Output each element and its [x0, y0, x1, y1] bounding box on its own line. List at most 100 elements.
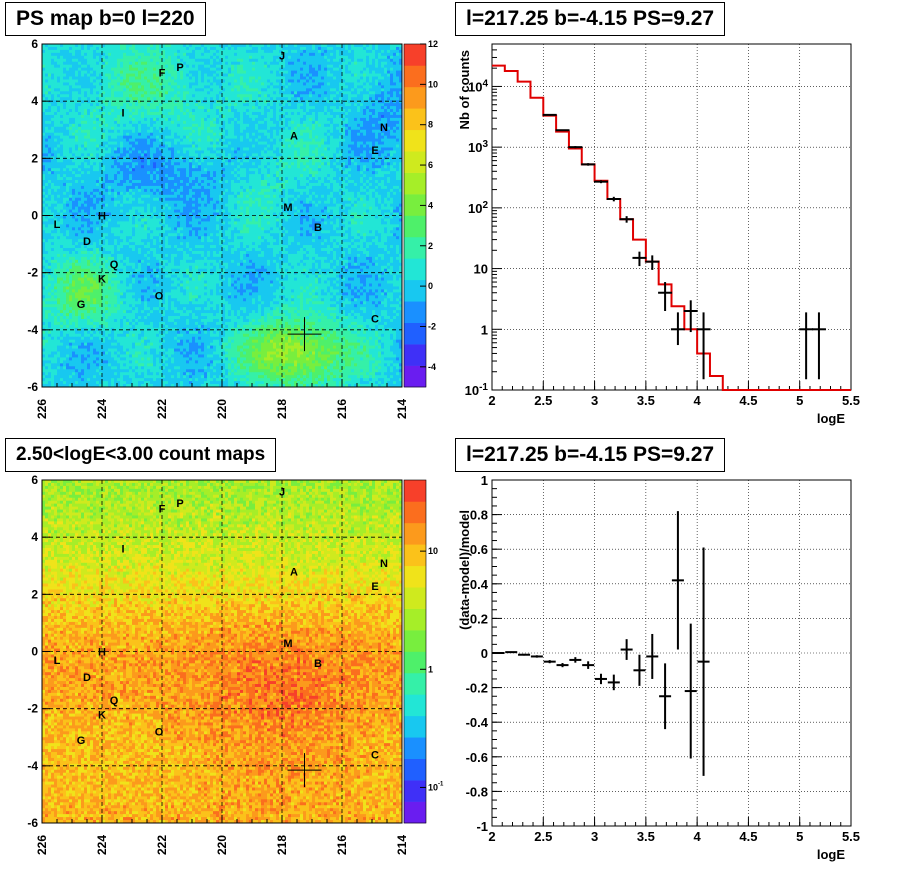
data-point — [672, 511, 684, 649]
data-point — [620, 216, 634, 223]
y-tick-label: 2 — [31, 151, 38, 165]
data-point — [633, 655, 645, 686]
x-tick-label: 216 — [335, 399, 349, 419]
x-tick-label: 4.5 — [739, 393, 757, 408]
colorbar-tick-label: 1 — [428, 664, 433, 674]
colorbar-bin — [404, 173, 426, 195]
source-label: E — [371, 145, 378, 157]
colorbar-bin — [404, 523, 426, 545]
y-tick-label: 0 — [31, 209, 38, 223]
y-tick-label: 4 — [31, 94, 38, 108]
y-tick-label: 0.8 — [470, 508, 488, 523]
colorbar-bin — [404, 344, 426, 366]
colorbar-bin — [404, 802, 426, 824]
count-map-title: 2.50<logE<3.00 count maps — [5, 438, 276, 472]
y-tick-label: 0.4 — [470, 577, 489, 592]
data-point — [799, 312, 813, 379]
data-point — [812, 312, 826, 379]
colorbar-bin — [404, 566, 426, 588]
colorbar-tick-label: 0 — [428, 281, 433, 291]
x-tick-label: 220 — [215, 835, 229, 855]
source-label: J — [279, 50, 285, 62]
data-point — [621, 639, 633, 660]
x-tick-label: 224 — [95, 835, 109, 855]
source-label: N — [380, 558, 388, 570]
colorbar-tick-label: 2 — [428, 241, 433, 251]
y-tick-label: -0.6 — [466, 750, 488, 765]
data-point — [595, 674, 607, 684]
source-label: Q — [110, 695, 119, 707]
y-tick-label: -6 — [27, 380, 38, 394]
source-label: L — [54, 655, 61, 667]
data-point — [671, 312, 685, 345]
x-tick-label: 220 — [215, 399, 229, 419]
data-point — [505, 651, 517, 652]
y-tick-label: -4 — [27, 323, 38, 337]
x-tick-label: 222 — [155, 835, 169, 855]
residual-title: l=217.25 b=-4.15 PS=9.27 — [455, 438, 725, 472]
colorbar-bin — [404, 366, 426, 388]
x-tick-label: 226 — [35, 835, 49, 855]
data-point — [607, 197, 621, 202]
colorbar-tick-label: -4 — [428, 362, 436, 372]
source-label: B — [314, 658, 322, 670]
colorbar-bin — [404, 544, 426, 566]
x-tick-label: 5.5 — [842, 393, 860, 408]
colorbar-bin — [404, 301, 426, 323]
data-point — [698, 547, 710, 775]
data-point — [492, 652, 504, 653]
source-label: K — [98, 709, 106, 721]
source-label: I — [121, 544, 124, 556]
colorbar-tick-label: 6 — [428, 160, 433, 170]
y-tick-label: 4 — [31, 530, 38, 544]
data-point — [581, 163, 595, 166]
source-label: G — [77, 735, 86, 747]
data-point — [518, 654, 530, 656]
y-tick-label: -2 — [27, 702, 38, 716]
source-label: M — [283, 638, 292, 650]
source-label: B — [314, 222, 322, 234]
colorbar-bin — [404, 130, 426, 152]
source-label: C — [371, 313, 379, 325]
y-tick-label: 0.2 — [470, 611, 488, 626]
data-point — [645, 255, 659, 270]
data-point — [556, 130, 570, 131]
source-label: G — [77, 299, 86, 311]
colorbar-bin — [404, 151, 426, 173]
data-point — [594, 180, 608, 183]
y-tick-label: 1 — [481, 322, 488, 337]
source-label: P — [176, 62, 183, 74]
source-label: L — [54, 219, 61, 231]
source-label: O — [155, 727, 164, 739]
x-tick-label: 3.5 — [637, 829, 655, 844]
x-axis-label: logE — [817, 847, 845, 862]
colorbar-bin — [404, 737, 426, 759]
colorbar-bin — [404, 237, 426, 259]
y-axis-label: (data-model)/model — [457, 510, 472, 630]
y-tick-label: 0 — [31, 645, 38, 659]
y-tick-label: -4 — [27, 759, 38, 773]
colorbar-bin — [404, 501, 426, 523]
colorbar-bin — [404, 480, 426, 502]
x-axis-label: logE — [817, 411, 845, 426]
data-point — [646, 634, 658, 679]
colorbar-bin — [404, 694, 426, 716]
x-tick-label: 4 — [694, 829, 702, 844]
y-tick-label: 2 — [31, 587, 38, 601]
source-label: A — [290, 566, 298, 578]
source-label: N — [380, 122, 388, 134]
x-tick-label: 216 — [335, 835, 349, 855]
source-label: D — [83, 236, 91, 248]
colorbar-bin — [404, 780, 426, 802]
y-tick-label: 0.6 — [470, 542, 488, 557]
source-label: P — [176, 498, 183, 510]
y-tick-label: 103 — [468, 139, 488, 155]
colorbar-bin — [404, 258, 426, 280]
source-label: Q — [110, 259, 119, 271]
colorbar-bin — [404, 652, 426, 674]
